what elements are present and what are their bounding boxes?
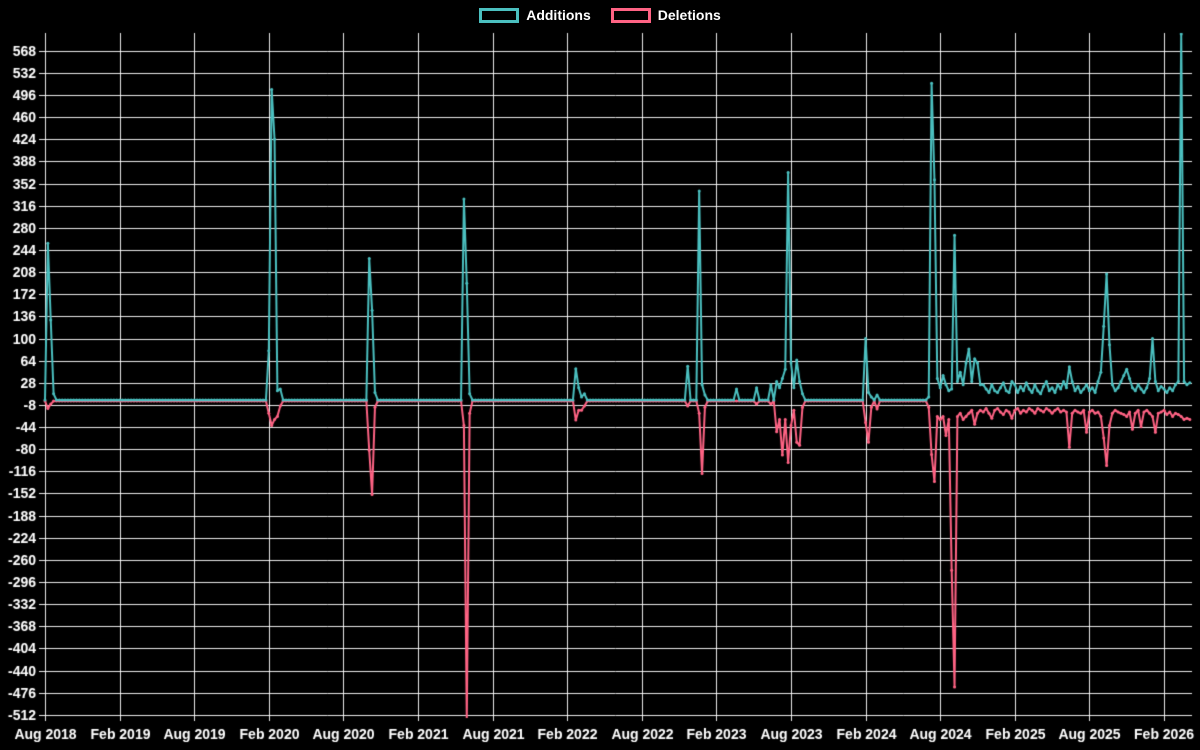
additions-swatch [479, 8, 520, 23]
deletions-legend-label: Deletions [657, 7, 721, 23]
legend-item-deletions[interactable]: Deletions [610, 7, 721, 23]
deletions-swatch [610, 8, 651, 23]
legend-item-additions[interactable]: Additions [479, 8, 591, 23]
additions-legend-label: Additions [526, 7, 591, 23]
chart-legend: Additions Deletions [0, 8, 1200, 23]
